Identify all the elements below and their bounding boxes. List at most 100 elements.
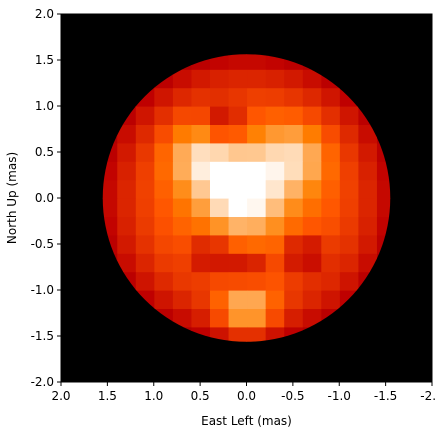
- intensity-cell: [283, 142, 303, 162]
- intensity-cell: [135, 124, 155, 144]
- intensity-cell: [116, 198, 136, 217]
- intensity-cell: [283, 87, 303, 107]
- intensity-cell: [265, 87, 285, 107]
- intensity-cell: [320, 124, 340, 144]
- intensity-cell: [302, 271, 322, 291]
- intensity-cell: [190, 87, 210, 107]
- intensity-cell: [246, 271, 266, 291]
- intensity-cell: [172, 216, 192, 236]
- intensity-cell: [102, 198, 118, 217]
- intensity-cell: [227, 198, 248, 217]
- intensity-cell: [190, 234, 210, 254]
- y-tick-label: -0.5: [31, 237, 54, 251]
- intensity-cell: [283, 253, 303, 273]
- intensity-cell: [320, 106, 340, 125]
- intensity-cell: [116, 216, 136, 236]
- intensity-cell: [116, 253, 136, 273]
- intensity-cell: [153, 161, 173, 181]
- intensity-cell: [246, 234, 266, 254]
- intensity-cell: [246, 69, 266, 89]
- x-tick-label: 1.5: [98, 389, 117, 403]
- intensity-cell: [209, 54, 229, 70]
- intensity-cell: [209, 124, 229, 144]
- y-tick-label: -1.5: [31, 329, 54, 343]
- intensity-cell: [209, 198, 229, 217]
- intensity-cell: [283, 198, 303, 217]
- y-tick-label: 1.5: [35, 53, 54, 67]
- intensity-cell: [283, 308, 303, 328]
- intensity-cell: [283, 69, 303, 89]
- intensity-cell: [153, 106, 173, 125]
- intensity-cell: [265, 308, 285, 328]
- intensity-cell: [302, 290, 322, 309]
- intensity-cell: [227, 161, 248, 181]
- intensity-cell: [320, 142, 340, 162]
- intensity-cell: [209, 326, 229, 342]
- y-tick-label: -1.0: [31, 283, 54, 297]
- intensity-cell: [190, 124, 210, 144]
- intensity-cell: [135, 253, 155, 273]
- intensity-cell: [246, 179, 266, 199]
- intensity-cell: [320, 271, 340, 291]
- intensity-cell: [283, 216, 303, 236]
- intensity-cell: [320, 253, 340, 273]
- intensity-cell: [283, 290, 303, 309]
- intensity-cell: [190, 161, 210, 181]
- intensity-cell: [246, 290, 266, 309]
- intensity-cell: [153, 87, 173, 107]
- intensity-cell: [102, 161, 118, 181]
- intensity-cell: [116, 161, 136, 181]
- intensity-cell: [302, 308, 322, 328]
- intensity-cell: [283, 124, 303, 144]
- intensity-cell: [172, 161, 192, 181]
- intensity-cell: [246, 198, 266, 217]
- intensity-cell: [265, 179, 285, 199]
- intensity-cell: [153, 124, 173, 144]
- intensity-cell: [320, 234, 340, 254]
- intensity-cell: [246, 87, 266, 107]
- intensity-cell: [227, 326, 248, 342]
- intensity-cell: [227, 124, 248, 144]
- intensity-cell: [376, 198, 391, 217]
- intensity-cell: [357, 179, 377, 199]
- intensity-cell: [265, 290, 285, 309]
- intensity-cell: [283, 179, 303, 199]
- x-tick-label: 0.0: [237, 389, 256, 403]
- intensity-cell: [209, 234, 229, 254]
- intensity-cell: [227, 216, 248, 236]
- y-tick-label: 0.0: [35, 191, 54, 205]
- intensity-cell: [339, 161, 359, 181]
- y-axis: 2.0 1.5 1.0 0.5 0.0 -0.5 -1.0 -1.5 -2.0: [31, 7, 61, 389]
- intensity-cell: [172, 271, 192, 291]
- intensity-cell: [227, 179, 248, 199]
- intensity-cell: [153, 198, 173, 217]
- intensity-cell: [283, 271, 303, 291]
- intensity-cell: [209, 106, 229, 125]
- intensity-cell: [190, 271, 210, 291]
- intensity-cell: [339, 106, 359, 125]
- intensity-cell: [209, 142, 229, 162]
- intensity-cell: [209, 308, 229, 328]
- intensity-cell: [339, 198, 359, 217]
- intensity-cell: [302, 216, 322, 236]
- intensity-cell: [302, 87, 322, 107]
- intensity-cell: [172, 106, 192, 125]
- intensity-cell: [227, 142, 248, 162]
- x-tick-label: 0.5: [191, 389, 210, 403]
- intensity-cell: [190, 216, 210, 236]
- intensity-cell: [357, 198, 377, 217]
- intensity-cell: [357, 234, 377, 254]
- intensity-cell: [246, 161, 266, 181]
- intensity-cell: [265, 124, 285, 144]
- intensity-cell: [302, 234, 322, 254]
- intensity-cell: [246, 124, 266, 144]
- intensity-cell: [283, 234, 303, 254]
- intensity-cell: [102, 179, 118, 199]
- intensity-cell: [190, 253, 210, 273]
- intensity-cell: [265, 161, 285, 181]
- intensity-cell: [376, 179, 391, 199]
- intensity-cell: [357, 142, 377, 162]
- intensity-cell: [209, 271, 229, 291]
- intensity-cell: [265, 54, 285, 70]
